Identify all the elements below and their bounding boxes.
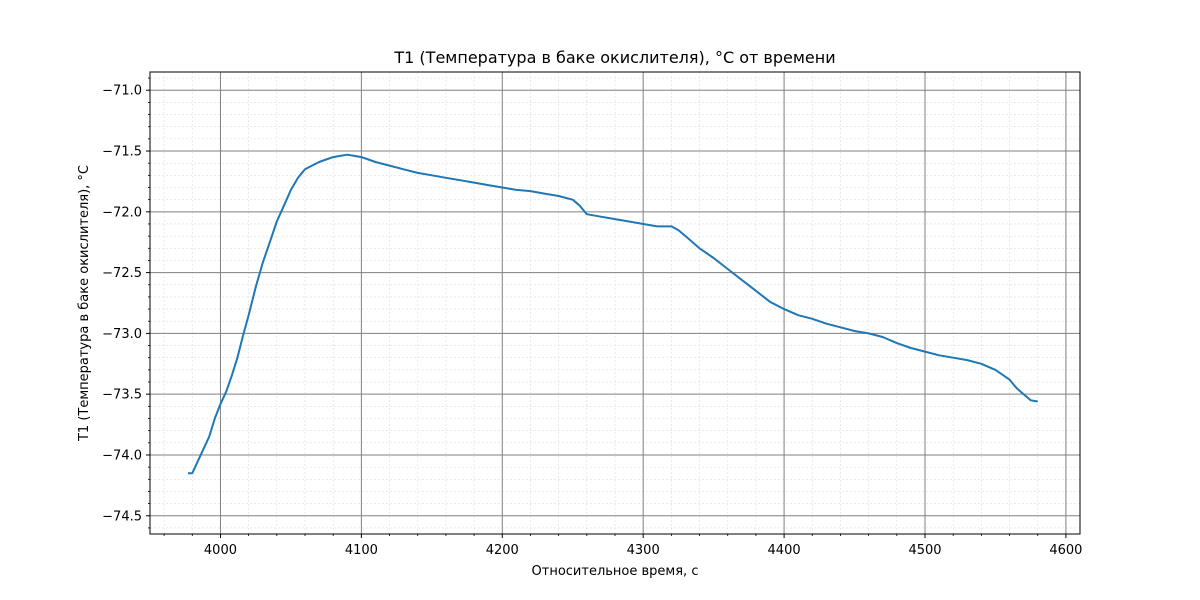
series-layer bbox=[188, 153, 1038, 475]
x-tick-label: 4200 bbox=[486, 543, 519, 558]
y-tick-label: −73.0 bbox=[102, 327, 142, 342]
y-tick-label: −71.5 bbox=[102, 145, 142, 160]
y-tick-label: −73.5 bbox=[102, 388, 142, 403]
x-axis-ticks: 4000 4100 4200 4300 4400 4500 4600 bbox=[163, 534, 1082, 558]
y-tick-label: −71.0 bbox=[102, 84, 142, 99]
x-tick-label: 4300 bbox=[627, 543, 660, 558]
y-tick-label: −72.5 bbox=[102, 266, 142, 281]
y-tick-label: −74.0 bbox=[102, 448, 142, 463]
x-tick-label: 4600 bbox=[1049, 543, 1082, 558]
major-grid bbox=[150, 72, 1080, 534]
x-axis-label: Относительное время, с bbox=[532, 564, 699, 579]
y-tick-label: −72.0 bbox=[102, 205, 142, 220]
x-tick-label: 4500 bbox=[908, 543, 941, 558]
y-axis-ticks: −71.0 −71.5 −72.0 −72.5 −73.0 −73.5 −74.0 −74.5 bbox=[102, 77, 150, 529]
series-line bbox=[188, 153, 1038, 475]
y-axis-label: T1 (Температура в баке окислителя), °C bbox=[77, 165, 92, 442]
y-tick-label: −74.5 bbox=[102, 509, 142, 524]
x-tick-label: 4100 bbox=[345, 543, 378, 558]
x-tick-label: 4000 bbox=[204, 543, 237, 558]
x-tick-label: 4400 bbox=[768, 543, 801, 558]
chart-title: T1 (Температура в баке окислителя), °C о… bbox=[393, 48, 835, 67]
